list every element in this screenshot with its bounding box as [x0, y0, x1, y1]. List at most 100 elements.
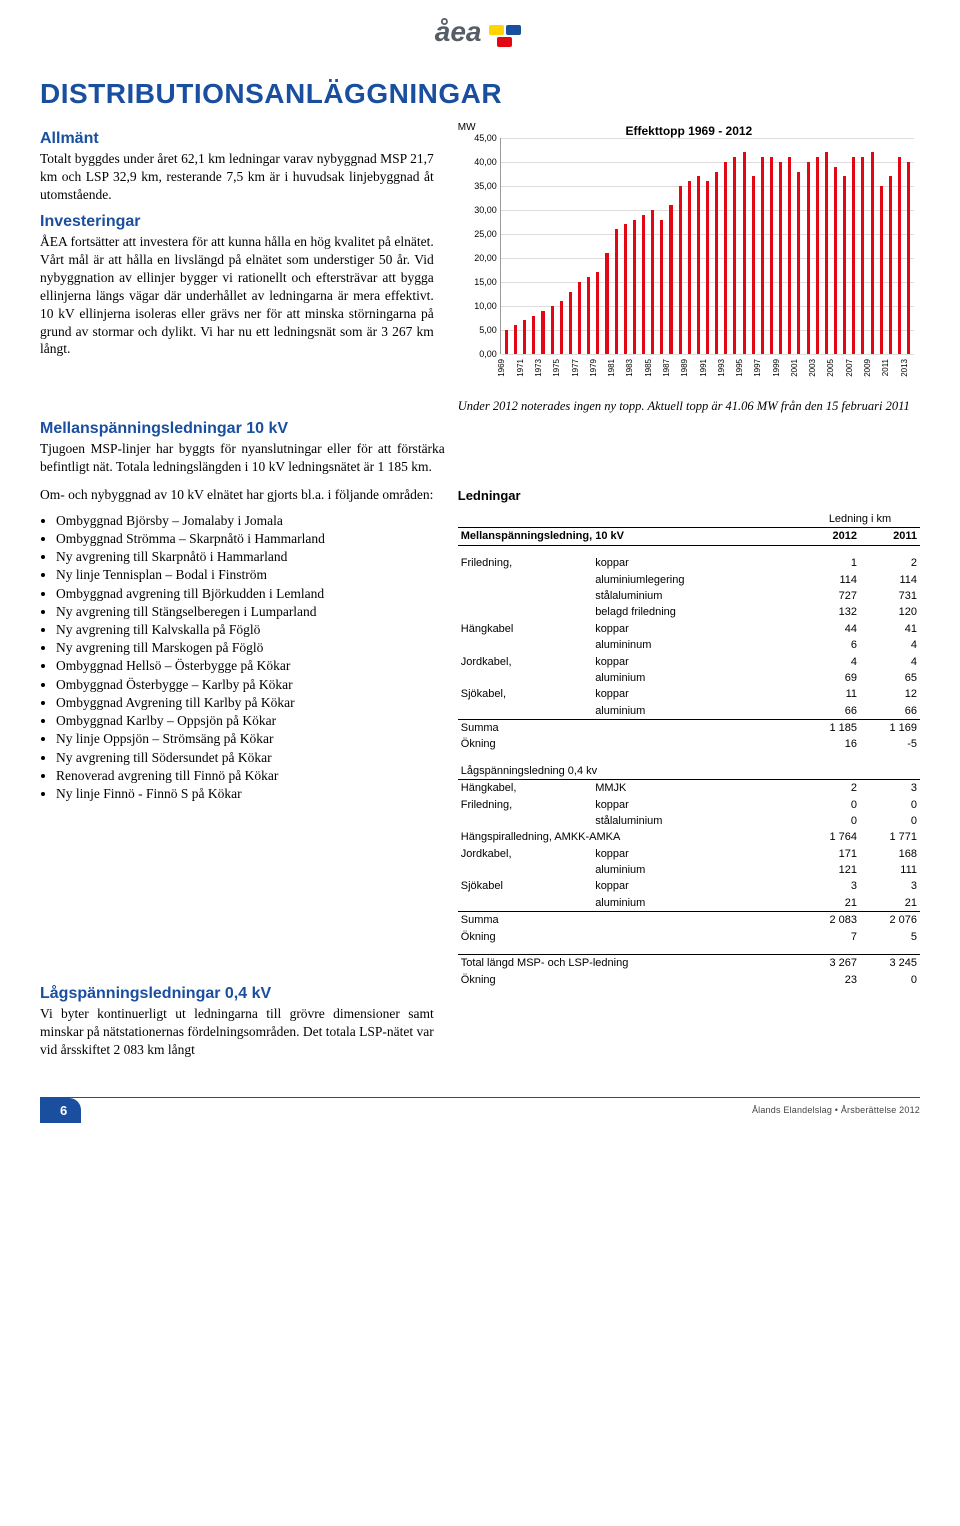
- section-title-allmant: Allmänt: [40, 130, 434, 148]
- page-title: DISTRIBUTIONSANLÄGGNINGAR: [40, 78, 920, 110]
- areas-list-item: Ny avgrening till Stängselberegen i Lump…: [56, 603, 434, 621]
- table-title: Ledningar: [458, 488, 920, 503]
- chart-bar: 1999: [779, 162, 782, 354]
- chart-ytick: 20,00: [463, 253, 497, 263]
- chart-bar: [514, 325, 517, 354]
- chart-bar: 1975: [560, 301, 563, 354]
- chart-bar: 1981: [615, 229, 618, 354]
- chart-bar: [788, 157, 791, 354]
- areas-list: Ombyggnad Björsby – Jomalaby i JomalaOmb…: [40, 512, 434, 804]
- footer-publication: Ålands Elandelslag • Årsberättelse 2012: [752, 1105, 920, 1115]
- chart-bar: 2009: [871, 152, 874, 354]
- chart-xtick: 2005: [826, 359, 835, 377]
- chart-bar: 1969: [505, 330, 508, 354]
- chart-ytick: 45,00: [463, 133, 497, 143]
- chart-bar: 2003: [816, 157, 819, 354]
- effekttopp-chart: MW Effekttopp 1969 - 2012 0,005,0010,001…: [458, 124, 920, 394]
- chart-bar: [605, 253, 608, 354]
- chart-xtick: 2009: [863, 359, 872, 377]
- areas-list-item: Ny avgrening till Skarpnåtö i Hammarland: [56, 548, 434, 566]
- chart-ytick: 40,00: [463, 157, 497, 167]
- chart-xtick: 1981: [607, 359, 616, 377]
- chart-bar: [587, 277, 590, 354]
- areas-intro: Om- och nybyggnad av 10 kV elnätet har g…: [40, 486, 434, 504]
- table-row: Sjökabel,koppar1112: [458, 686, 920, 702]
- section-title-lsp: Lågspänningsledningar 0,4 kV: [40, 985, 434, 1003]
- areas-list-item: Ombyggnad avgrening till Björkudden i Le…: [56, 585, 434, 603]
- chart-ytick: 5,00: [463, 325, 497, 335]
- table-row: [458, 545, 920, 555]
- chart-bar: 1983: [633, 220, 636, 354]
- table-row: aluminiumlegering114114: [458, 572, 920, 588]
- chart-bar: 1991: [706, 181, 709, 354]
- areas-list-item: Renoverad avgrening till Finnö på Kökar: [56, 767, 434, 785]
- table-row: Jordkabel,koppar171168: [458, 846, 920, 862]
- table-row: Hängspiralledning, AMKK-AMKA1 7641 771: [458, 829, 920, 845]
- chart-bar: 1985: [651, 210, 654, 354]
- areas-list-item: Ombyggnad Hellsö – Österbygge på Kökar: [56, 657, 434, 675]
- chart-bar: [861, 157, 864, 354]
- chart-bar: 1987: [669, 205, 672, 354]
- chart-xtick: 1977: [571, 359, 580, 377]
- chart-bar: 1977: [578, 282, 581, 354]
- areas-list-item: Ombyggnad Björsby – Jomalaby i Jomala: [56, 512, 434, 530]
- chart-xtick: 1993: [717, 359, 726, 377]
- section-title-msp: Mellanspänningsledningar 10 kV: [40, 420, 920, 438]
- chart-xtick: 2003: [808, 359, 817, 377]
- areas-list-item: Ombyggnad Österbygge – Karlby på Kökar: [56, 676, 434, 694]
- chart-caption: Under 2012 noterades ingen ny topp. Aktu…: [458, 398, 920, 414]
- chart-bar: [551, 306, 554, 354]
- areas-list-item: Ombyggnad Strömma – Skarpnåtö i Hammarla…: [56, 530, 434, 548]
- chart-bar: 2005: [834, 167, 837, 354]
- chart-bar: [752, 176, 755, 354]
- chart-bar: 1995: [743, 152, 746, 354]
- section-title-investeringar: Investeringar: [40, 213, 434, 231]
- table-row: aluminium6965: [458, 670, 920, 686]
- table-row: aluminium2121: [458, 895, 920, 912]
- chart-bar: [843, 176, 846, 354]
- chart-ytick: 25,00: [463, 229, 497, 239]
- chart-xtick: 1987: [662, 359, 671, 377]
- chart-title: Effekttopp 1969 - 2012: [458, 124, 920, 138]
- areas-list-item: Ny linje Tennisplan – Bodal i Finström: [56, 566, 434, 584]
- chart-bar: 2013: [907, 162, 910, 354]
- chart-xtick: 1971: [516, 359, 525, 377]
- table-row: Friledning,koppar12: [458, 555, 920, 571]
- chart-ytick: 30,00: [463, 205, 497, 215]
- chart-xtick: 1999: [772, 359, 781, 377]
- areas-list-item: Ny avgrening till Kalvskalla på Föglö: [56, 621, 434, 639]
- table-row: [458, 753, 920, 763]
- table-row: Mellanspänningsledning, 10 kV20122011: [458, 528, 920, 545]
- body-allmant: Totalt byggdes under året 62,1 km lednin…: [40, 150, 434, 203]
- areas-list-item: Ombyggnad Avgrening till Karlby på Kökar: [56, 694, 434, 712]
- chart-bar: 1989: [688, 181, 691, 354]
- chart-ytick: 10,00: [463, 301, 497, 311]
- page-footer: 6 Ålands Elandelslag • Årsberättelse 201…: [40, 1097, 920, 1123]
- page-number: 6: [40, 1098, 81, 1123]
- body-lsp: Vi byter kontinuerligt ut ledningarna ti…: [40, 1005, 434, 1058]
- chart-bar: 2011: [889, 176, 892, 354]
- table-row: Summa2 0832 076: [458, 912, 920, 929]
- chart-bar: [825, 152, 828, 354]
- body-investeringar: ÅEA fortsätter att investera för att kun…: [40, 233, 434, 358]
- table-row: stålaluminium00: [458, 813, 920, 829]
- table-row: Sjökabelkoppar33: [458, 878, 920, 894]
- chart-bar: 2001: [797, 172, 800, 354]
- chart-bar: [660, 220, 663, 354]
- table-row: Total längd MSP- och LSP-ledning3 2673 2…: [458, 955, 920, 972]
- table-row: Hängkabel,MMJK23: [458, 780, 920, 797]
- chart-bar: 1993: [724, 162, 727, 354]
- chart-bar: [898, 157, 901, 354]
- chart-xtick: 1979: [589, 359, 598, 377]
- chart-bar: [715, 172, 718, 354]
- chart-bar: 1973: [541, 311, 544, 354]
- chart-xtick: 1997: [753, 359, 762, 377]
- chart-xtick: 2013: [900, 359, 909, 377]
- chart-bar: [679, 186, 682, 354]
- chart-ytick: 15,00: [463, 277, 497, 287]
- table-col-group: Ledning i km: [800, 511, 920, 528]
- chart-xtick: 1995: [735, 359, 744, 377]
- chart-xtick: 1991: [699, 359, 708, 377]
- table-row: [458, 945, 920, 955]
- areas-list-item: Ny avgrening till Marskogen på Föglö: [56, 639, 434, 657]
